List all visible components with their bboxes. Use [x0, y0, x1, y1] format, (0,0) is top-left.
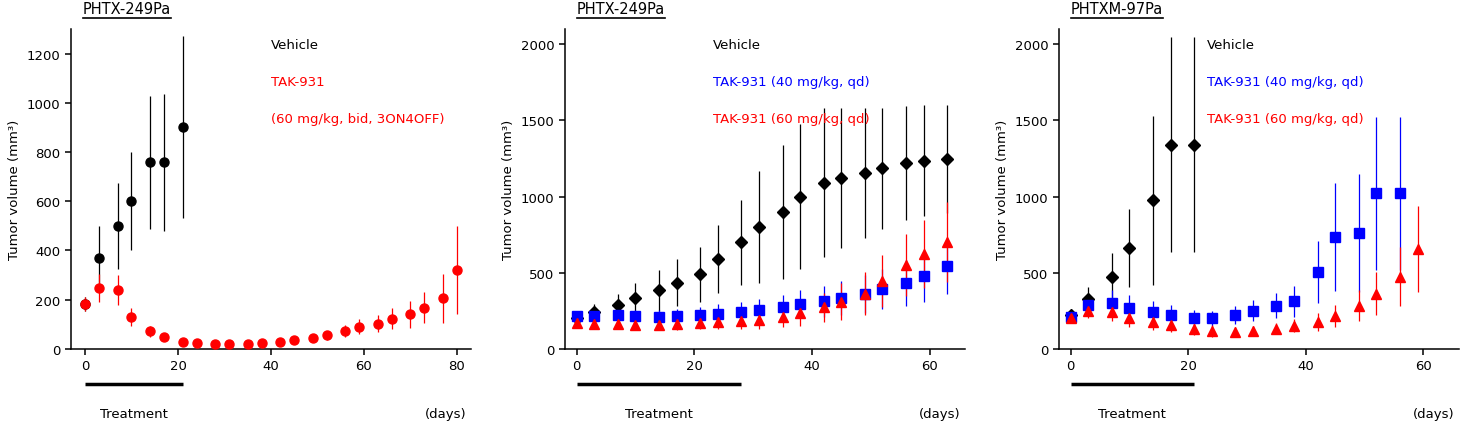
Text: (days): (days)	[920, 407, 961, 420]
Text: TAK-931 (40 mg/kg, qd): TAK-931 (40 mg/kg, qd)	[713, 76, 870, 89]
Text: PHTX-249Pa: PHTX-249Pa	[577, 2, 665, 17]
Text: Vehicle: Vehicle	[1207, 40, 1254, 52]
Text: TAK-931: TAK-931	[271, 76, 324, 89]
Text: Treatment: Treatment	[625, 407, 692, 420]
Text: TAK-931 (40 mg/kg, qd): TAK-931 (40 mg/kg, qd)	[1207, 76, 1363, 89]
Text: (60 mg/kg, bid, 3ON4OFF): (60 mg/kg, bid, 3ON4OFF)	[271, 113, 445, 126]
Text: Vehicle: Vehicle	[713, 40, 761, 52]
Y-axis label: Tumor volume (mm³): Tumor volume (mm³)	[996, 120, 1009, 259]
Text: PHTXM-97Pa: PHTXM-97Pa	[1071, 2, 1163, 17]
Text: Treatment: Treatment	[100, 407, 167, 420]
Text: (days): (days)	[1413, 407, 1455, 420]
Text: (days): (days)	[425, 407, 467, 420]
Text: PHTX-249Pa: PHTX-249Pa	[84, 2, 172, 17]
Y-axis label: Tumor volume (mm³): Tumor volume (mm³)	[9, 120, 22, 259]
Text: Treatment: Treatment	[1099, 407, 1166, 420]
Text: TAK-931 (60 mg/kg, qd): TAK-931 (60 mg/kg, qd)	[713, 113, 870, 126]
Text: TAK-931 (60 mg/kg, qd): TAK-931 (60 mg/kg, qd)	[1207, 113, 1363, 126]
Text: Vehicle: Vehicle	[271, 40, 318, 52]
Y-axis label: Tumor volume (mm³): Tumor volume (mm³)	[502, 120, 515, 259]
